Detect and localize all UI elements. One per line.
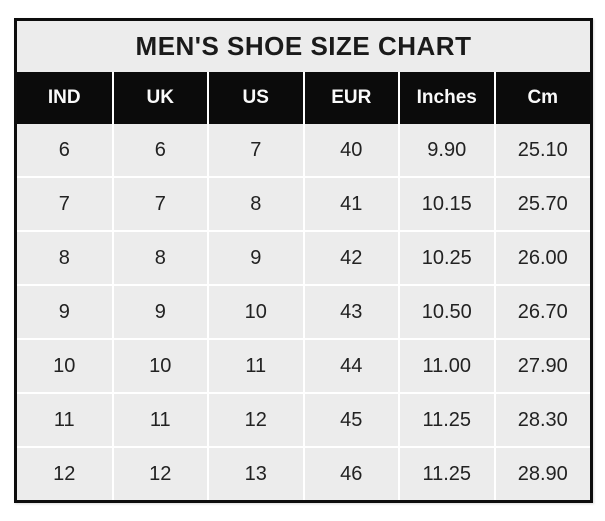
column-header-us: US [207, 72, 304, 124]
size-cell: 26.00 [493, 230, 590, 285]
column-header-cm: Cm [493, 72, 590, 124]
size-cell: 44 [302, 338, 399, 393]
size-cell: 9 [111, 284, 208, 339]
size-chart-card: MEN'S SHOE SIZE CHART IND UK US EUR Inches Cm… [14, 18, 593, 503]
header-row: IND UK US EUR Inches Cm [17, 72, 590, 124]
chart-title: MEN'S SHOE SIZE CHART [17, 21, 590, 72]
size-cell: 9 [17, 284, 113, 339]
size-cell: 10 [207, 284, 304, 339]
size-cell: 26.70 [493, 284, 590, 339]
size-cell: 10.25 [398, 230, 495, 285]
size-cell: 11 [207, 338, 304, 393]
table-row: 8 8 9 42 10.25 26.00 [17, 230, 590, 285]
table-row: 12 12 13 46 11.25 28.90 [17, 446, 590, 500]
size-cell: 28.30 [493, 392, 590, 447]
size-cell: 7 [207, 124, 304, 177]
size-cell: 11.25 [398, 392, 495, 447]
size-cell: 10 [17, 338, 113, 393]
column-header-inches: Inches [398, 72, 495, 124]
column-header-ind: IND [17, 72, 113, 124]
table-row: 7 7 8 41 10.15 25.70 [17, 176, 590, 231]
size-table-body: 6 6 7 40 9.90 25.10 7 7 8 41 10.15 25.70 8 8 9 42 10.25 2… [17, 124, 590, 500]
size-cell: 6 [17, 124, 113, 177]
size-cell: 13 [207, 446, 304, 500]
size-cell: 10.50 [398, 284, 495, 339]
size-cell: 45 [302, 392, 399, 447]
size-cell: 9 [207, 230, 304, 285]
size-cell: 8 [111, 230, 208, 285]
size-cell: 11 [17, 392, 113, 447]
size-cell: 10.15 [398, 176, 495, 231]
size-cell: 7 [17, 176, 113, 231]
size-cell: 6 [111, 124, 208, 177]
size-cell: 11.00 [398, 338, 495, 393]
table-row: 11 11 12 45 11.25 28.30 [17, 392, 590, 447]
size-cell: 41 [302, 176, 399, 231]
size-cell: 28.90 [493, 446, 590, 500]
size-cell: 8 [207, 176, 304, 231]
table-row: 9 9 10 43 10.50 26.70 [17, 284, 590, 339]
table-row: 6 6 7 40 9.90 25.10 [17, 124, 590, 177]
size-cell: 7 [111, 176, 208, 231]
column-header-eur: EUR [302, 72, 399, 124]
size-cell: 9.90 [398, 124, 495, 177]
size-cell: 12 [111, 446, 208, 500]
size-cell: 25.70 [493, 176, 590, 231]
size-table-head: IND UK US EUR Inches Cm [17, 72, 590, 124]
column-header-uk: UK [111, 72, 208, 124]
size-cell: 10 [111, 338, 208, 393]
size-cell: 8 [17, 230, 113, 285]
size-cell: 12 [207, 392, 304, 447]
size-table: IND UK US EUR Inches Cm 6 6 7 40 9.90 25.10 7 7 8 41 10… [17, 72, 590, 500]
size-cell: 40 [302, 124, 399, 177]
size-cell: 46 [302, 446, 399, 500]
table-row: 10 10 11 44 11.00 27.90 [17, 338, 590, 393]
size-cell: 11 [111, 392, 208, 447]
size-cell: 12 [17, 446, 113, 500]
size-cell: 42 [302, 230, 399, 285]
size-cell: 11.25 [398, 446, 495, 500]
size-cell: 25.10 [493, 124, 590, 177]
size-cell: 43 [302, 284, 399, 339]
size-cell: 27.90 [493, 338, 590, 393]
